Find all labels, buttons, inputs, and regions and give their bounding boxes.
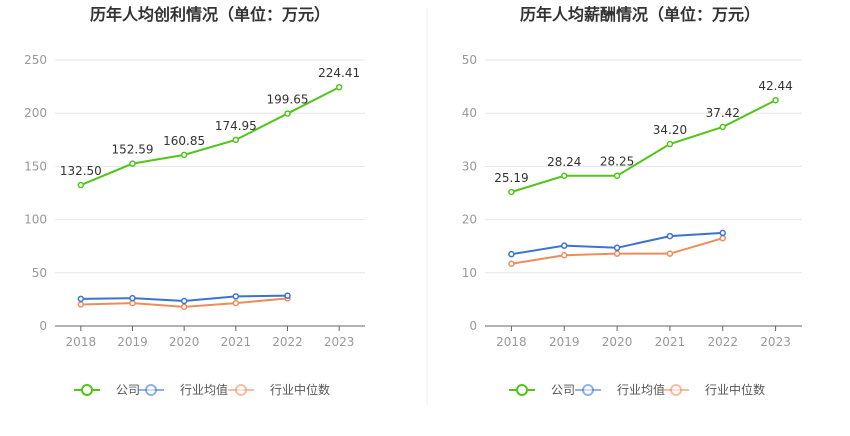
x-tick-label: 2018 [66,335,97,349]
chart-title: 历年人均创利情况（单位：万元） [90,5,330,24]
legend-label: 公司 [551,383,575,397]
x-tick-label: 2023 [760,335,791,349]
data-point [180,151,188,159]
data-point [77,301,85,308]
x-tick-label: 2020 [602,335,633,349]
data-label: 28.24 [547,155,581,169]
legend-swatch-marker [235,384,247,396]
legend-label: 行业中位数 [270,382,330,397]
data-point [335,83,343,91]
data-point [613,250,621,257]
data-label: 224.41 [318,66,360,80]
legend-item[interactable]: 行业均值 [575,382,665,397]
data-point [666,232,674,240]
data-label: 42.44 [758,79,792,93]
data-label: 37.42 [706,106,740,120]
data-point [180,303,188,311]
data-point [77,295,85,303]
legend-item[interactable]: 公司 [509,383,575,397]
legend-swatch-marker [81,384,93,396]
data-point [719,123,726,131]
data-label: 160.85 [163,134,205,148]
data-point [772,96,779,104]
y-tick-label: 10 [462,266,477,280]
data-point [561,242,568,249]
data-point [666,140,674,148]
data-point [719,234,726,242]
y-tick-label: 50 [462,53,477,67]
y-tick-label: 40 [462,106,477,120]
legend-item[interactable]: 行业中位数 [663,382,765,397]
data-label: 174.95 [215,119,257,133]
legend-label: 行业中位数 [705,382,765,397]
data-point [232,293,240,300]
legend-swatch-marker [516,384,528,396]
data-label: 199.65 [267,93,309,107]
data-point [613,172,621,179]
x-tick-label: 2022 [707,335,738,349]
x-tick-label: 2021 [655,335,686,349]
legend-swatch-marker [582,384,594,396]
data-point [232,299,240,307]
y-tick-label: 30 [462,159,477,173]
data-point [129,294,136,302]
x-tick-label: 2019 [549,335,580,349]
x-tick-label: 2018 [496,335,527,349]
chart-title: 历年人均薪酬情况（单位：万元） [520,5,760,24]
data-point [508,188,515,196]
data-point [719,229,726,237]
data-label: 152.59 [112,143,154,157]
data-point [561,251,568,259]
x-tick-label: 2023 [324,335,355,349]
legend-item[interactable]: 公司 [74,383,140,397]
data-point [284,292,291,299]
legend-label: 公司 [116,383,140,397]
data-label: 132.50 [60,164,102,178]
x-tick-label: 2019 [117,335,148,349]
legend-label: 行业均值 [617,382,665,397]
y-tick-label: 20 [462,213,477,227]
data-label: 28.25 [600,155,634,169]
x-tick-label: 2020 [169,335,200,349]
legend-item[interactable]: 行业中位数 [228,382,330,397]
y-tick-label: 0 [39,319,47,333]
x-tick-label: 2021 [221,335,252,349]
legend-swatch-marker [145,384,157,396]
data-point [129,299,136,307]
legend-label: 行业均值 [180,382,228,397]
salary-per-capita-chart: 历年人均薪酬情况（单位：万元） 0 10 20 30 40 50 2018 2019 2020 2… [462,5,802,397]
series-line [511,99,777,193]
y-tick-label: 150 [24,159,47,173]
x-tick-label: 2022 [272,335,303,349]
data-point [284,110,291,117]
data-label: 34.20 [653,123,687,137]
y-tick-label: 50 [32,266,47,280]
data-point [232,136,240,144]
data-point [508,260,515,268]
y-tick-label: 0 [469,319,477,333]
legend-swatch-marker [670,384,682,396]
data-point [613,244,621,252]
y-tick-label: 250 [24,53,47,67]
data-point [77,181,85,189]
legend-item[interactable]: 行业均值 [138,382,228,397]
profit-per-capita-chart: 历年人均创利情况（单位：万元） 0 50 100 150 200 250 2018 2019 2… [24,5,365,397]
data-point [508,250,515,258]
data-point [129,160,136,167]
data-point [561,172,568,180]
y-tick-label: 200 [24,106,47,120]
series-line [80,86,340,186]
data-point [666,250,674,257]
y-tick-label: 100 [24,213,47,227]
data-point [180,297,188,305]
data-label: 25.19 [494,171,528,185]
